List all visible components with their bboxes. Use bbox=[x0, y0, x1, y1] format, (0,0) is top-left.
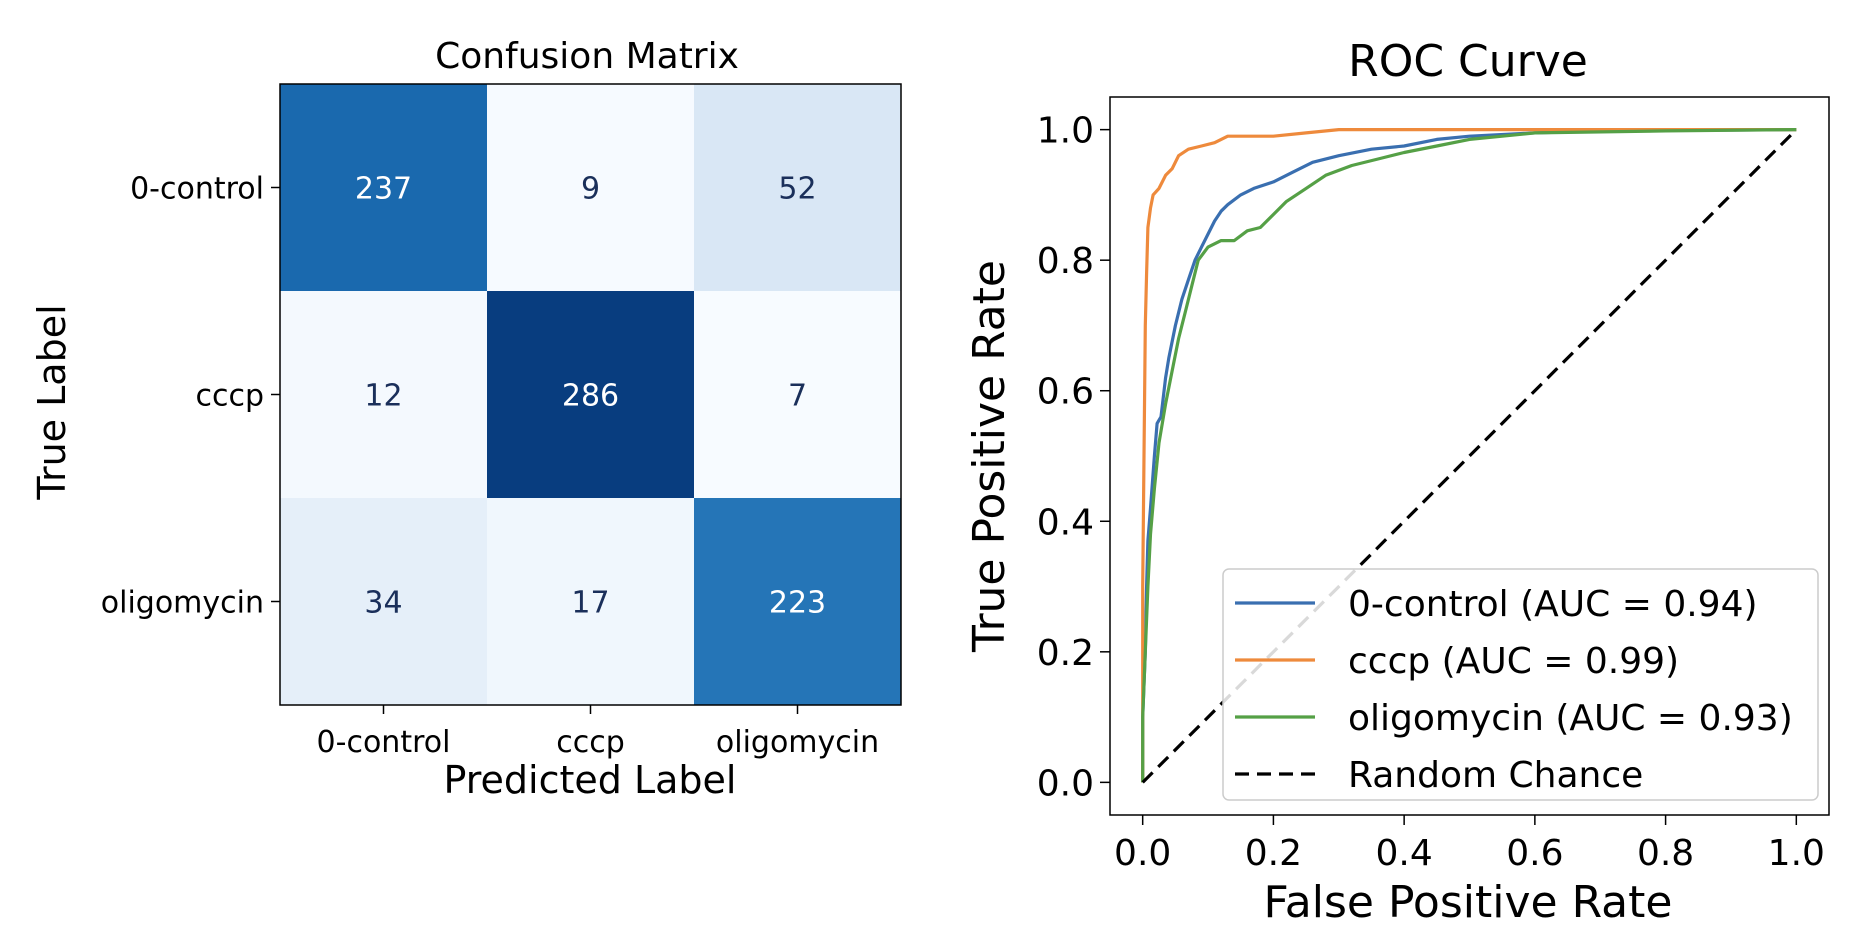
roc-xtick-label: 0.0 bbox=[1114, 833, 1171, 874]
roc-xlabel: False Positive Rate bbox=[1264, 877, 1673, 928]
confusion-cell-value: 7 bbox=[788, 379, 807, 414]
confusion-cell-value: 17 bbox=[571, 586, 609, 621]
roc-title: ROC Curve bbox=[1348, 36, 1588, 87]
confusion-cell-value: 286 bbox=[562, 379, 619, 414]
confusion-cell-value: 223 bbox=[769, 586, 826, 621]
confusion-cell bbox=[694, 498, 902, 706]
confusion-matrix-chart: Confusion Matrix 237 9 52 12 286 7 34 17 223 0-c… bbox=[30, 36, 902, 802]
confusion-cell bbox=[694, 291, 902, 499]
confusion-matrix-title: Confusion Matrix bbox=[435, 36, 739, 77]
roc-frame bbox=[1109, 96, 1830, 816]
roc-legend-label: 0-control (AUC = 0.94) bbox=[1348, 584, 1758, 625]
roc-ytick-label: 1.0 bbox=[1037, 111, 1094, 152]
confusion-matrix-ylabel: True Label bbox=[30, 304, 74, 500]
confusion-cell bbox=[280, 291, 488, 499]
confusion-ytick-label: 0-control bbox=[130, 172, 264, 207]
roc-xtick-label: 0.8 bbox=[1637, 833, 1694, 874]
confusion-ytick-label: cccp bbox=[195, 379, 264, 414]
roc-xtick-label: 1.0 bbox=[1768, 833, 1825, 874]
roc-series-line bbox=[1141, 128, 1797, 783]
roc-xtick-label: 0.2 bbox=[1245, 833, 1302, 874]
roc-ytick-label: 0.4 bbox=[1037, 502, 1094, 543]
roc-curve-chart: ROC Curve 0.0 0.2 0.4 0.6 0.8 1.0 0.0 0.2 0.4 0.… bbox=[964, 36, 1830, 928]
confusion-matrix-xlabel: Predicted Label bbox=[444, 758, 737, 802]
roc-legend-label: Random Chance bbox=[1348, 755, 1643, 796]
confusion-cell bbox=[694, 84, 902, 292]
roc-ytick-label: 0.2 bbox=[1037, 633, 1094, 674]
roc-series-line bbox=[1141, 128, 1797, 783]
confusion-cell bbox=[280, 498, 488, 706]
confusion-cell bbox=[487, 291, 695, 499]
confusion-cell-value: 52 bbox=[778, 172, 816, 207]
roc-ytick-label: 0.8 bbox=[1037, 241, 1094, 282]
roc-legend-box bbox=[1222, 568, 1819, 801]
confusion-ytick-label: oligomycin bbox=[101, 586, 264, 621]
confusion-xtick-label: 0-control bbox=[317, 725, 451, 760]
roc-ytick-label: 0.0 bbox=[1037, 763, 1094, 804]
confusion-cell-value: 34 bbox=[364, 586, 402, 621]
confusion-xtick-label: oligomycin bbox=[716, 725, 879, 760]
roc-series-line bbox=[1141, 128, 1797, 783]
confusion-cell bbox=[487, 498, 695, 706]
confusion-cell-value: 237 bbox=[355, 172, 412, 207]
confusion-cell-value: 9 bbox=[581, 172, 600, 207]
roc-legend: 0-control (AUC = 0.94) cccp (AUC = 0.99) o… bbox=[1222, 568, 1819, 801]
roc-xtick-label: 0.6 bbox=[1506, 833, 1563, 874]
confusion-xtick-label: cccp bbox=[556, 725, 625, 760]
roc-ytick-label: 0.6 bbox=[1037, 372, 1094, 413]
roc-ylabel: True Positive Rate bbox=[964, 260, 1015, 653]
roc-legend-label: cccp (AUC = 0.99) bbox=[1348, 641, 1679, 682]
roc-xtick-label: 0.4 bbox=[1376, 833, 1433, 874]
confusion-cell bbox=[280, 84, 488, 292]
confusion-cell bbox=[487, 84, 695, 292]
confusion-cell-value: 12 bbox=[364, 379, 402, 414]
roc-legend-label: oligomycin (AUC = 0.93) bbox=[1348, 698, 1793, 739]
